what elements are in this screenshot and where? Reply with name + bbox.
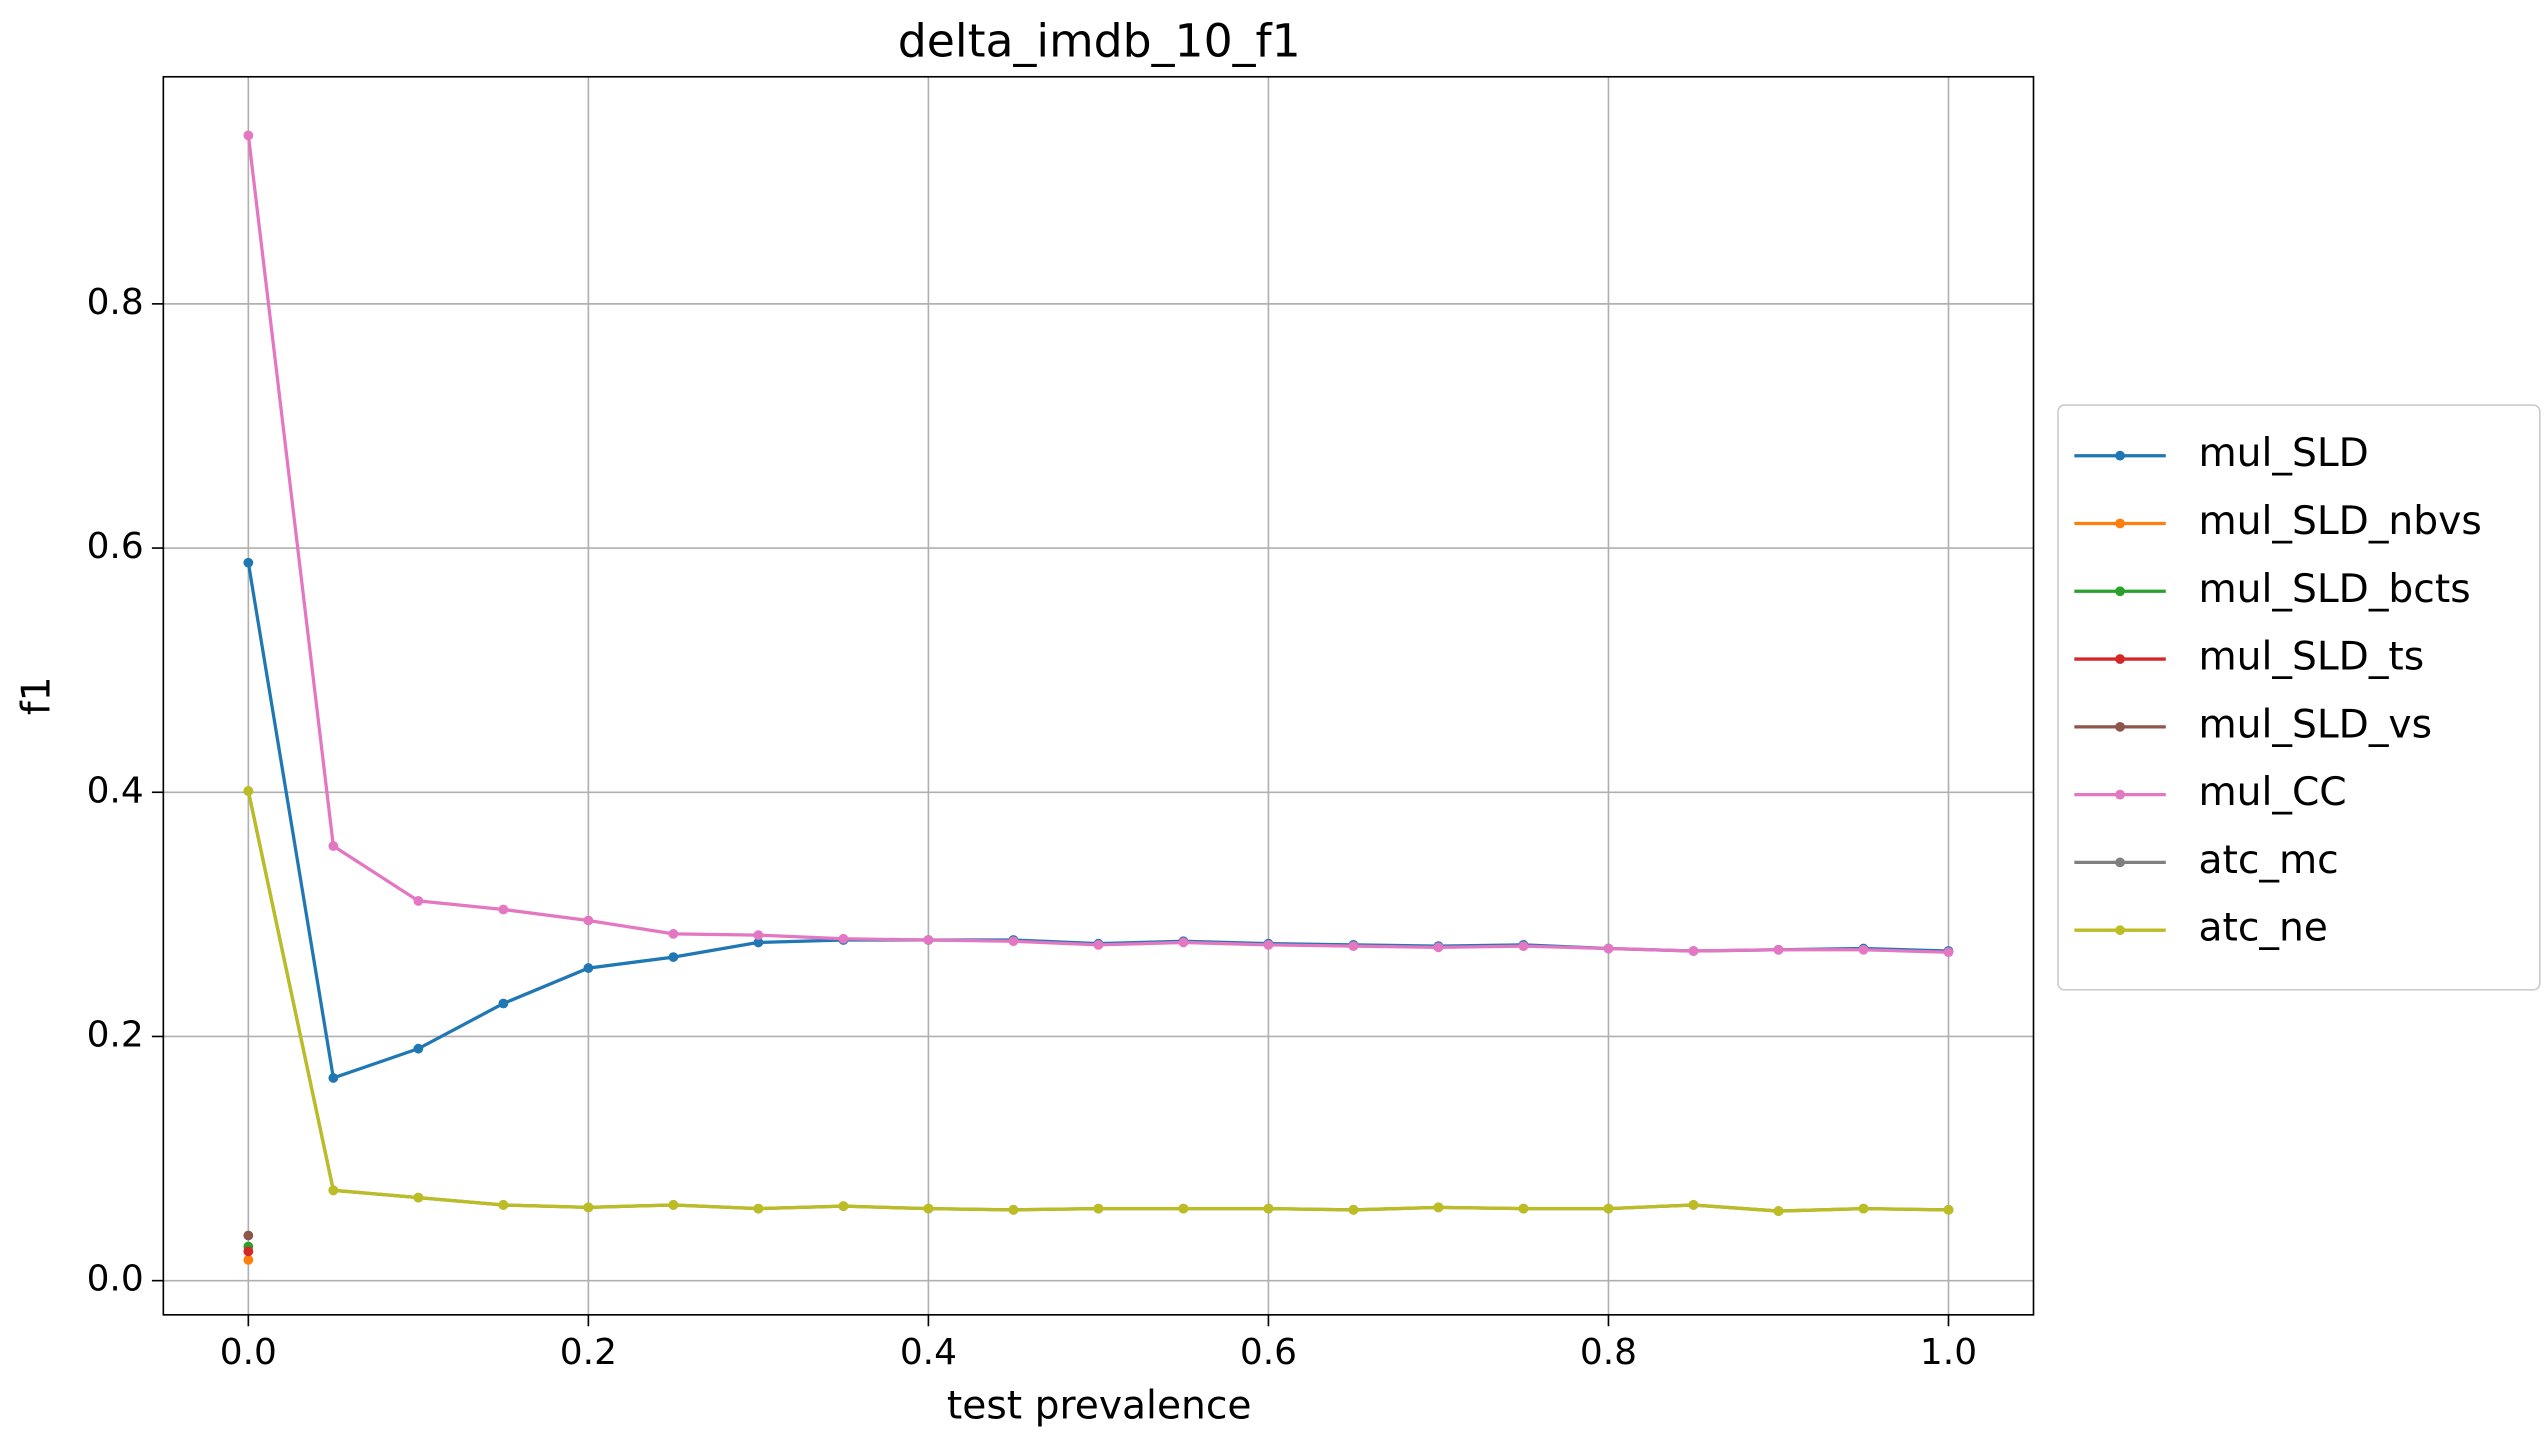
legend-marker <box>2115 450 2125 461</box>
legend-label: mul_SLD_bcts <box>2198 567 2470 612</box>
x-tick-label: 0.0 <box>220 1332 277 1373</box>
x-tick-label: 0.8 <box>1580 1332 1637 1373</box>
series-marker <box>583 915 594 926</box>
legend-marker <box>2115 518 2125 529</box>
legend-label: atc_ne <box>2198 906 2327 951</box>
series-marker <box>328 1073 339 1083</box>
series-marker <box>1688 1200 1699 1210</box>
legend-marker <box>2115 857 2125 868</box>
series-marker <box>753 930 764 941</box>
series-marker <box>923 1203 934 1214</box>
legend-marker <box>2115 721 2125 732</box>
legend-marker <box>2115 654 2125 664</box>
y-axis-label: f1 <box>15 676 60 715</box>
legend-box <box>2057 404 2541 991</box>
legend-label: mul_CC <box>2198 770 2346 815</box>
series-marker <box>498 904 509 915</box>
series-marker <box>838 933 849 944</box>
series-marker <box>243 1246 254 1257</box>
series-marker <box>753 1203 764 1214</box>
series-marker <box>413 1192 424 1203</box>
series-marker <box>1518 941 1529 952</box>
series-marker <box>1433 1202 1444 1213</box>
series-marker <box>1263 1203 1274 1214</box>
series-marker <box>243 1230 254 1241</box>
series-marker <box>1773 1206 1784 1216</box>
series-marker <box>1603 1203 1614 1214</box>
legend-marker <box>2115 586 2125 597</box>
series-marker <box>668 928 679 939</box>
series-marker <box>1178 937 1189 948</box>
series-marker <box>413 1043 424 1054</box>
series-marker <box>1773 944 1784 955</box>
legend-marker <box>2115 789 2125 800</box>
x-tick-label: 1.0 <box>1920 1332 1977 1373</box>
legend-label: mul_SLD_vs <box>2198 702 2432 747</box>
series-marker <box>838 1201 849 1212</box>
series-marker <box>1858 1203 1869 1214</box>
series-marker <box>1943 1204 1954 1215</box>
y-tick-label: 0.2 <box>87 1014 144 1055</box>
legend-label: atc_mc <box>2198 838 2338 883</box>
legend-label: mul_SLD_nbvs <box>2198 499 2481 544</box>
chart-title: delta_imdb_10_f1 <box>898 15 1301 68</box>
series-marker <box>243 786 254 796</box>
series-marker <box>1603 943 1614 954</box>
series-marker <box>668 952 679 962</box>
series-marker <box>1263 939 1274 950</box>
x-tick-label: 0.6 <box>1240 1332 1297 1373</box>
y-tick-label: 0.4 <box>87 770 144 811</box>
series-marker <box>1178 1203 1189 1214</box>
series-marker <box>243 130 254 141</box>
series-marker <box>1943 947 1954 958</box>
series-marker <box>1688 946 1699 956</box>
series-marker <box>583 1202 594 1213</box>
series-marker <box>1348 1204 1359 1215</box>
series-marker <box>1008 1204 1019 1215</box>
series-marker <box>498 1200 509 1210</box>
series-marker <box>1858 944 1869 955</box>
series-marker <box>1093 939 1104 950</box>
series-marker <box>243 557 254 568</box>
series-marker <box>498 998 509 1009</box>
series-marker <box>923 935 934 945</box>
y-tick-label: 0.8 <box>87 282 144 323</box>
series-marker <box>753 937 764 948</box>
series-marker <box>328 841 339 851</box>
series-marker <box>413 896 424 906</box>
series-marker <box>328 1185 339 1196</box>
series-marker <box>1433 942 1444 953</box>
series-marker <box>243 1254 254 1265</box>
legend-label: mul_SLD_ts <box>2198 635 2424 680</box>
y-tick-label: 0.6 <box>87 526 144 567</box>
legend-label: mul_SLD <box>2198 431 2368 476</box>
legend-marker <box>2115 925 2125 936</box>
plot-frame <box>162 75 2035 1316</box>
series-marker <box>668 1200 679 1210</box>
series-marker <box>1008 936 1019 947</box>
series-marker <box>1093 1203 1104 1214</box>
series-marker <box>1518 1203 1529 1214</box>
series-marker <box>1348 941 1359 952</box>
series-marker <box>583 963 594 973</box>
x-tick-label: 0.2 <box>560 1332 617 1373</box>
y-tick-label: 0.0 <box>87 1259 144 1300</box>
x-tick-label: 0.4 <box>900 1332 957 1373</box>
x-axis-label: test prevalence <box>947 1383 1252 1428</box>
